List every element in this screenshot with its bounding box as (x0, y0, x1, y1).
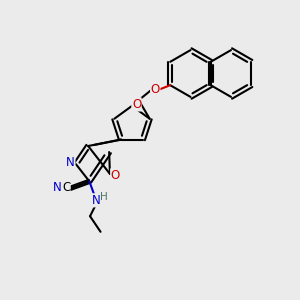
Text: H: H (100, 192, 107, 202)
Text: O: O (111, 169, 120, 182)
Text: O: O (151, 83, 160, 96)
Text: O: O (132, 98, 141, 111)
Text: N: N (92, 194, 101, 207)
Text: N: N (66, 156, 75, 169)
Text: C: C (62, 181, 70, 194)
Text: N: N (53, 181, 62, 194)
